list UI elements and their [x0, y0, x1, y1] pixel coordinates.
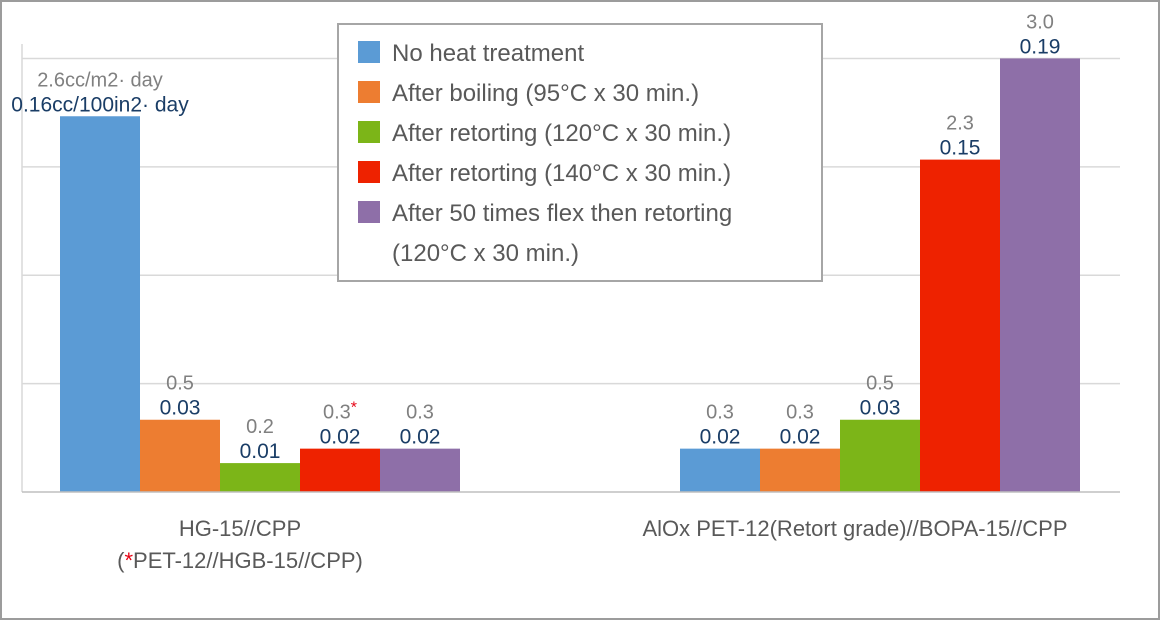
bars-group: [60, 58, 1080, 493]
label-top-4-1: 3.0: [1026, 11, 1054, 33]
bar-3-0: [300, 448, 380, 492]
bar-0-0: [60, 116, 140, 493]
category-1-line1: AlOx PET-12(Retort grade)//BOPA-15//CPP: [642, 516, 1067, 541]
legend-label-3: After retorting (140°C x 30 min.): [392, 160, 731, 187]
label-bottom-0-1: 0.02: [700, 426, 741, 449]
category-0-line1: HG-15//CPP: [179, 516, 301, 541]
legend-swatch-0: [358, 41, 380, 63]
legend-swatch-1: [358, 81, 380, 103]
footnote-star: *: [124, 548, 133, 573]
bar-1-1: [760, 448, 840, 492]
legend-label-4: After 50 times flex then retorting: [392, 200, 732, 227]
label-top-3-1: 2.3: [946, 113, 974, 135]
label-top-2-1: 0.5: [866, 373, 894, 395]
category-label-0: HG-15//CPP (*PET-12//HGB-15//CPP): [117, 516, 363, 573]
legend-swatch-4: [358, 201, 380, 223]
label-top-1-1: 0.3: [786, 402, 814, 424]
label-top-2-0: 0.2: [246, 416, 274, 438]
bar-3-1: [920, 159, 1000, 492]
label-bottom-1-1: 0.02: [780, 426, 821, 449]
label-top-4-0: 0.3: [406, 402, 434, 424]
bar-2-1: [840, 419, 920, 492]
footnote-mark-3-0: *: [351, 400, 357, 417]
label-bottom-4-0: 0.02: [400, 426, 441, 449]
label-bottom-2-0: 0.01: [240, 440, 281, 463]
label-bottom-2-1: 0.03: [860, 397, 901, 420]
legend-label-4-line2: (120°C x 30 min.): [392, 240, 579, 267]
legend: No heat treatment After boiling (95°C x 3…: [337, 23, 823, 282]
bar-0-1: [680, 448, 760, 492]
label-top-0-0: 2.6cc/m2· day: [37, 69, 163, 91]
legend-label-2: After retorting (120°C x 30 min.): [392, 120, 731, 147]
bar-4-0: [380, 448, 460, 492]
bar-1-0: [140, 419, 220, 492]
bar-2-0: [220, 463, 300, 492]
label-bottom-4-1: 0.19: [1020, 35, 1061, 58]
label-bottom-0-0: 0.16cc/100in2· day: [11, 93, 189, 116]
label-top-1-0: 0.5: [166, 373, 194, 395]
label-background: [33, 69, 167, 92]
label-bottom-3-1: 0.15: [940, 137, 981, 160]
bar-4-1: [1000, 58, 1080, 493]
legend-swatch-3: [358, 161, 380, 183]
legend-label-0: No heat treatment: [392, 40, 584, 67]
category-0-line2: (*PET-12//HGB-15//CPP): [117, 548, 363, 573]
legend-label-1: After boiling (95°C x 30 min.): [392, 80, 699, 107]
legend-swatch-2: [358, 121, 380, 143]
label-bottom-1-0: 0.03: [160, 397, 201, 420]
label-bottom-3-0: 0.02: [320, 426, 361, 449]
legend-box: [337, 23, 823, 282]
category-label-1: AlOx PET-12(Retort grade)//BOPA-15//CPP: [642, 516, 1067, 541]
label-top-0-1: 0.3: [706, 402, 734, 424]
